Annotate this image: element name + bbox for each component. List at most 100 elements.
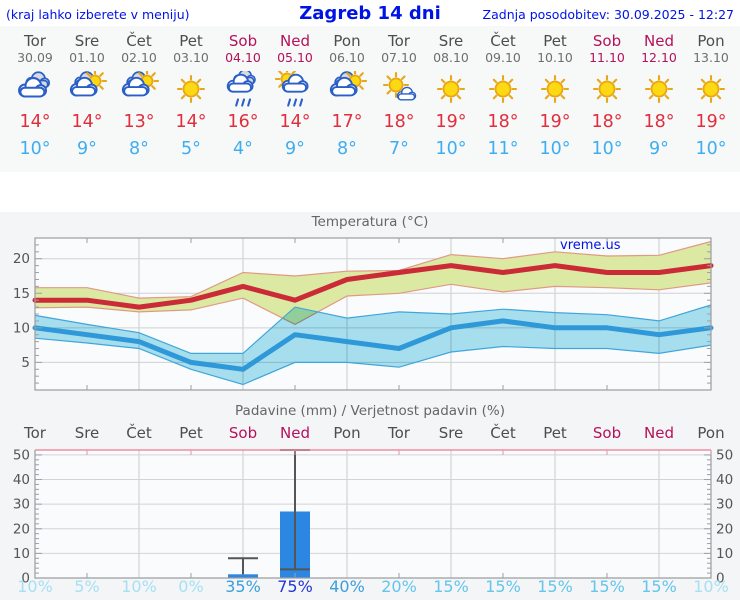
min-temperature: 10°: [695, 139, 727, 159]
sunny-icon: [425, 69, 477, 109]
precip-day-label: Sre: [438, 424, 464, 442]
min-temperature: 11°: [487, 139, 519, 159]
precip-probability: 40%: [329, 577, 365, 596]
precip-probability: 15%: [485, 577, 521, 596]
day-name: Pon: [333, 32, 361, 50]
precipitation-chart: 0 0 10 10 20 20 30 30 40 40 50 50: [13, 447, 733, 587]
max-temperature: 16°: [227, 112, 259, 132]
day-date: 11.10: [589, 50, 625, 65]
day-name: Pet: [179, 32, 203, 50]
min-temperature: 4°: [233, 139, 253, 159]
sunny-icon: [477, 69, 529, 109]
precip-probability: 15%: [433, 577, 469, 596]
day-date: 03.10: [173, 50, 209, 65]
min-temperature: 9°: [285, 139, 305, 159]
forecast-day: Čet 02.10 13° 8°: [113, 26, 165, 172]
day-date: 07.10: [381, 50, 417, 65]
precip-day-label: Tor: [388, 424, 410, 442]
svg-text:5: 5: [21, 355, 30, 371]
max-temperature: 14°: [175, 112, 207, 132]
mostly-sunny-icon: [373, 69, 425, 109]
precip-day-label: Pon: [697, 424, 725, 442]
sunny-icon: [685, 69, 737, 109]
day-name: Sob: [592, 32, 622, 50]
precip-probability: 35%: [225, 577, 261, 596]
forecast-day: Pet 10.10 19° 10°: [529, 26, 581, 172]
svg-text:30: 30: [716, 497, 733, 513]
day-name: Sob: [228, 32, 258, 50]
svg-text:40: 40: [716, 472, 733, 488]
partly-cloudy-icon: [113, 69, 165, 109]
max-temperature: 14°: [279, 112, 311, 132]
day-name: Čet: [490, 32, 516, 50]
min-temperature: 10°: [435, 139, 467, 159]
precip-probability-row: 10% 5% 10% 0% 35% 75% 40% 20% 15% 15% 15% 15% 15% 10%: [0, 577, 740, 599]
precip-day-label: Pet: [543, 424, 567, 442]
svg-text:15: 15: [13, 286, 30, 302]
day-name: Pet: [543, 32, 567, 50]
max-temperature: 19°: [539, 112, 571, 132]
svg-text:20: 20: [716, 521, 733, 537]
day-name: Ned: [644, 32, 674, 50]
svg-text:10: 10: [13, 320, 30, 336]
forecast-day: Sob 11.10 18° 10°: [581, 26, 633, 172]
day-date: 08.10: [433, 50, 469, 65]
day-date: 06.10: [329, 50, 365, 65]
forecast-day: Pon 06.10 17° 8°: [321, 26, 373, 172]
day-name: Tor: [388, 32, 410, 50]
forecast-day: Ned 05.10 14° 9°: [269, 26, 321, 172]
min-temperature: 8°: [129, 139, 149, 159]
precip-day-label: Čet: [490, 424, 516, 442]
max-temperature: 18°: [643, 112, 675, 132]
temperature-chart: 5 10 15 20: [13, 237, 714, 391]
partly-cloudy-icon: [61, 69, 113, 109]
forecast-day: Sob 04.10 16° 4°: [217, 26, 269, 172]
precip-probability: 15%: [589, 577, 625, 596]
forecast-day: Tor 30.09 14° 10°: [9, 26, 61, 172]
day-date: 09.10: [485, 50, 521, 65]
svg-text:0: 0: [21, 571, 30, 587]
sunny-icon: [165, 69, 217, 109]
forecast-day: Sre 08.10 19° 10°: [425, 26, 477, 172]
forecast-day: Tor 07.10 18° 7°: [373, 26, 425, 172]
precip-probability: 15%: [641, 577, 677, 596]
day-date: 02.10: [121, 50, 157, 65]
min-temperature: 10°: [539, 139, 571, 159]
temperature-chart-title: Temperatura (°C): [311, 214, 429, 230]
watermark-link[interactable]: vreme.us: [560, 238, 621, 253]
precip-probability: 15%: [537, 577, 573, 596]
menu-hint-note: (kraj lahko izberete v meniju): [6, 7, 190, 22]
day-name: Čet: [126, 32, 152, 50]
rain-icon: [217, 69, 269, 109]
precip-day-label: Ned: [280, 424, 310, 442]
sunny-icon: [529, 69, 581, 109]
svg-text:30: 30: [13, 497, 30, 513]
precip-probability: 10%: [693, 577, 729, 596]
day-name: Sre: [74, 32, 100, 50]
precip-day-label: Ned: [644, 424, 674, 442]
last-update-label: Zadnja posodobitev: 30.09.2025 - 12:27: [482, 7, 734, 22]
precip-probability: 10%: [121, 577, 157, 596]
precip-day-label: Čet: [126, 424, 152, 442]
min-temperature: 10°: [19, 139, 51, 159]
svg-text:10: 10: [13, 546, 30, 562]
max-temperature: 14°: [19, 112, 51, 132]
day-date: 30.09: [17, 50, 53, 65]
forecast-day: Pon 13.10 19° 10°: [685, 26, 737, 172]
precip-day-label: Sob: [592, 424, 622, 442]
forecast-day: Ned 12.10 18° 9°: [633, 26, 685, 172]
max-temperature: 19°: [435, 112, 467, 132]
day-date: 12.10: [641, 50, 677, 65]
precipitation-chart-title: Padavine (mm) / Verjetnost padavin (%): [235, 403, 505, 419]
sun-rain-icon: [269, 69, 321, 109]
min-temperature: 9°: [649, 139, 669, 159]
svg-text:20: 20: [13, 521, 30, 537]
day-date: 13.10: [693, 50, 729, 65]
forecast-day: Sre 01.10 14° 9°: [61, 26, 113, 172]
precip-probability: 10%: [17, 577, 53, 596]
svg-text:50: 50: [13, 447, 30, 463]
precip-probability: 0%: [178, 577, 204, 596]
min-temperature: 9°: [77, 139, 97, 159]
day-name: Ned: [280, 32, 310, 50]
svg-text:40: 40: [13, 472, 30, 488]
